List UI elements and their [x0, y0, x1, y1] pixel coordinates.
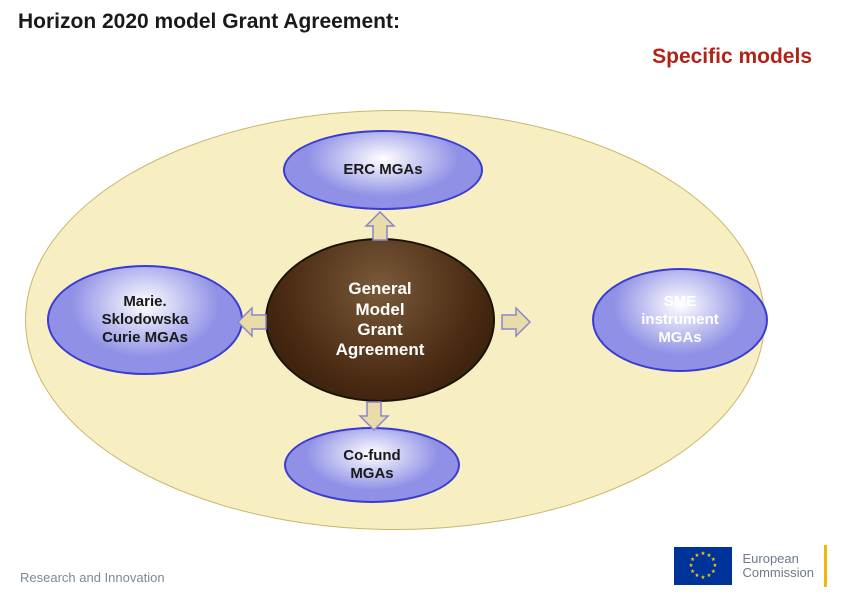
node-sme-label: SMEinstrumentMGAs	[635, 293, 725, 347]
node-cofund-label: Co-fundMGAs	[337, 447, 406, 483]
node-msc: Marie.SklodowskaCurie MGAs	[47, 265, 243, 375]
center-node-label: GeneralModelGrantAgreement	[330, 279, 431, 361]
footer-accent-bar	[824, 545, 827, 587]
node-erc: ERC MGAs	[283, 130, 483, 210]
node-msc-label: Marie.SklodowskaCurie MGAs	[96, 293, 195, 347]
footer-right: ★★★★★★★★★★★★ European Commission	[674, 545, 827, 587]
arrow-left	[238, 308, 270, 345]
footer-left-text: Research and Innovation	[20, 570, 165, 585]
page-title: Horizon 2020 model Grant Agreement:	[18, 10, 400, 34]
arrow-right	[502, 308, 534, 345]
node-sme: SMEinstrumentMGAs	[592, 268, 768, 372]
ec-line2: Commission	[742, 566, 814, 580]
ec-line1: European	[742, 552, 814, 566]
center-node: GeneralModelGrantAgreement	[265, 238, 495, 402]
arrow-down	[360, 402, 392, 439]
node-erc-label: ERC MGAs	[337, 161, 428, 179]
eu-flag-icon: ★★★★★★★★★★★★	[674, 547, 732, 585]
page-subtitle: Specific models	[652, 45, 812, 69]
ec-label: European Commission	[742, 552, 814, 579]
arrow-up	[366, 212, 398, 249]
